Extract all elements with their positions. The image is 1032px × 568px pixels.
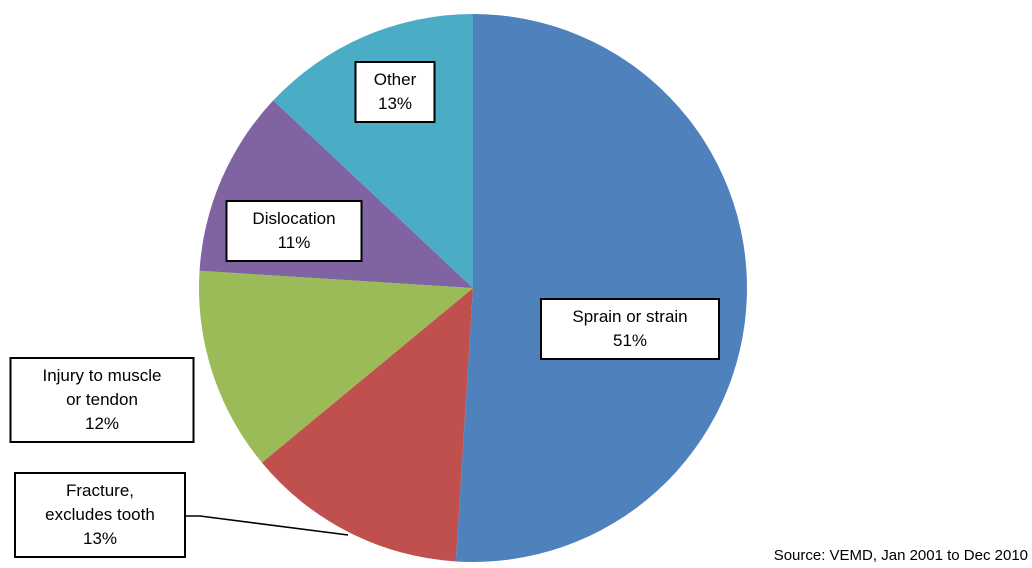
slice-label: Injury to muscle or tendon 12% (9, 357, 195, 443)
category-label: Dislocation (252, 209, 336, 228)
slice-label: Sprain or strain 51% (540, 298, 720, 360)
category-label: Fracture, excludes tooth (45, 481, 155, 524)
source-note: Source: VEMD, Jan 2001 to Dec 2010 (773, 547, 1028, 564)
slice-label: Fracture, excludes tooth 13% (14, 472, 186, 558)
leader-line (186, 515, 349, 536)
category-label: Injury to muscle or tendon (42, 366, 162, 409)
slice-label: Dislocation 11% (225, 200, 363, 262)
value-label: 13% (377, 94, 413, 113)
value-label: 51% (612, 331, 648, 350)
slice-label: Other 13% (354, 61, 436, 123)
value-label: 13% (82, 529, 118, 548)
category-label: Sprain or strain (572, 307, 688, 326)
pie-slice (455, 13, 748, 563)
value-label: 12% (84, 414, 120, 433)
value-label: 11% (277, 233, 311, 252)
pie-slice (261, 288, 473, 562)
pie-slice (199, 270, 473, 463)
category-label: Other (373, 70, 417, 89)
